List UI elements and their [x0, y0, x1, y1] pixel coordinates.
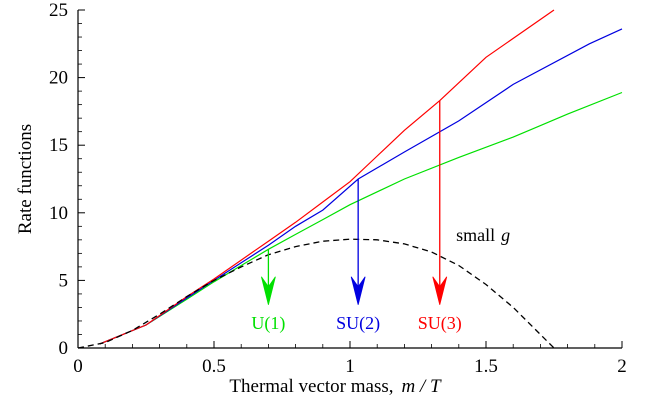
annotation-layer: U(1) SU(2) SU(3) small g [251, 225, 510, 334]
x-tick-label: 0 [73, 356, 83, 377]
y-axis-title: Rate functions [15, 124, 36, 234]
x-tick-label: 1.5 [474, 356, 498, 377]
annotation-label: SU(3) [418, 313, 462, 334]
series-layer [77, 9, 623, 349]
y-ticks: 0 5 10 15 20 25 [49, 0, 85, 359]
y-tick-label: 25 [49, 0, 68, 21]
x-tick-label: 1 [345, 356, 355, 377]
y-tick-label: 5 [59, 270, 69, 291]
x-axis-title-math: m / T [402, 376, 443, 397]
arrow-head [350, 276, 366, 305]
annotation-label: SU(2) [336, 313, 380, 334]
y-tick-label: 0 [59, 338, 69, 359]
annotation-label: U(1) [251, 313, 285, 334]
x-axis-title: Thermal vector mass, m / T [229, 376, 442, 397]
series-line-small-g [77, 238, 555, 349]
y-tick-label: 20 [49, 68, 68, 89]
plot-area: 0 0.5 1 1.5 2 0 5 10 15 20 25 U(1) SU(2) SU(3) small… [49, 0, 627, 377]
y-tick-label: 10 [49, 203, 68, 224]
x-tick-label: 0.5 [202, 356, 226, 377]
x-axis-title-text: Thermal vector mass, [229, 376, 393, 397]
arrow-head [261, 276, 276, 305]
series-line-u-1 [99, 91, 623, 345]
y-tick-label: 15 [49, 135, 68, 156]
series-line-su-3 [99, 9, 555, 345]
arrow-head [432, 276, 448, 305]
x-tick-label: 2 [617, 356, 627, 377]
arrow-layer [261, 100, 448, 305]
x-ticks: 0 0.5 1 1.5 2 [73, 341, 627, 377]
series-line-su-2 [99, 28, 623, 345]
annotation-label: small g [456, 225, 510, 245]
